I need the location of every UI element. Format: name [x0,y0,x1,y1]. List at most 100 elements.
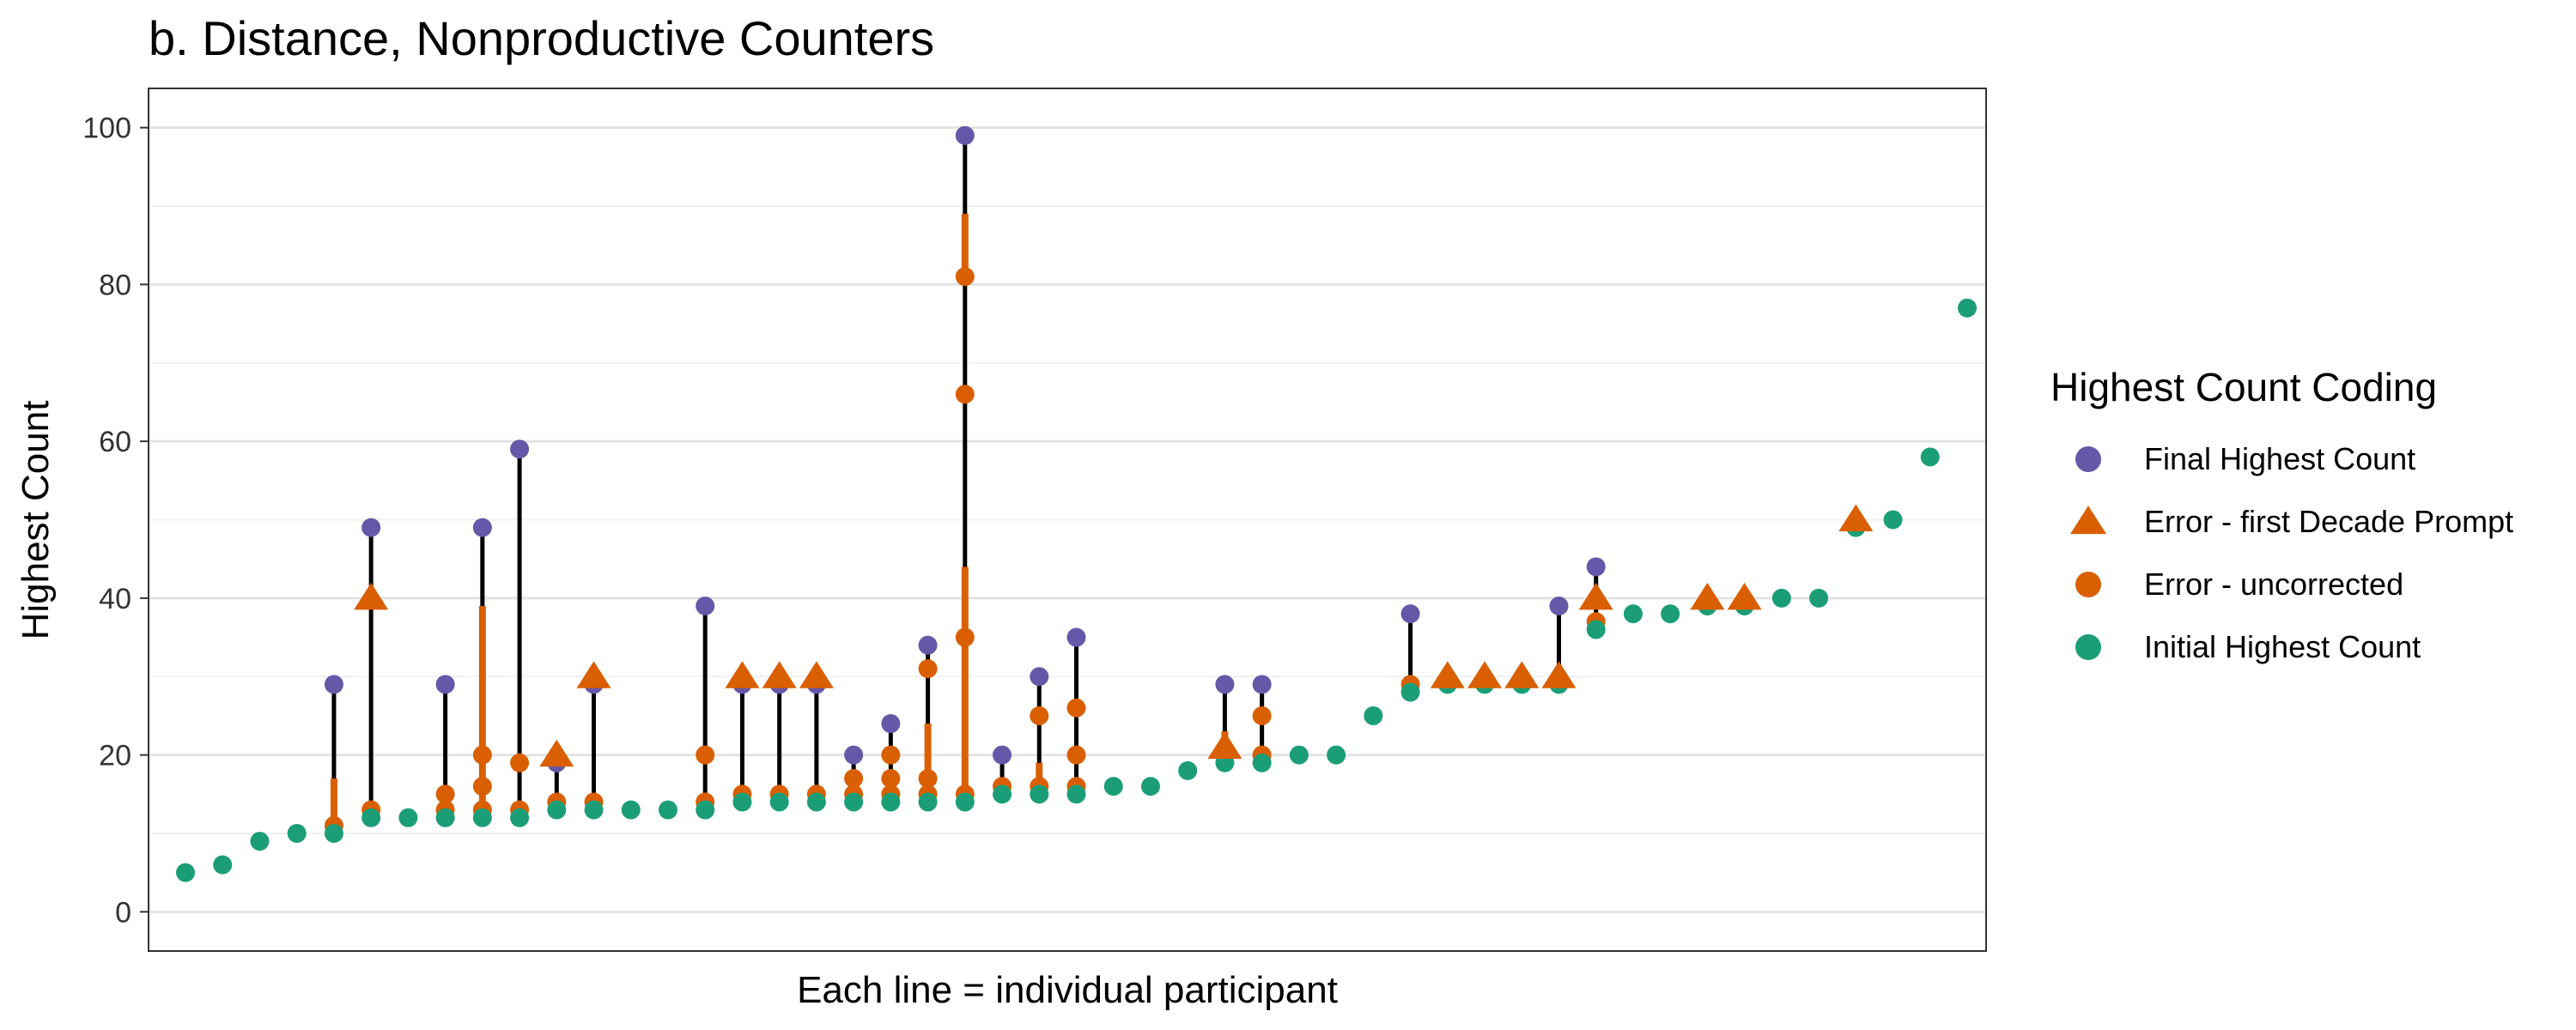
initial-count-point [732,792,752,812]
initial-count-point [918,792,938,812]
error-prompt-point [1541,661,1577,688]
error-uncorrected-point [881,769,901,788]
legend-label-initial: Initial Highest Count [2144,629,2421,664]
final-count-point [1252,675,1272,694]
initial-count-point [1661,604,1680,624]
final-count-point [324,675,343,694]
error-prompt-point [354,582,389,610]
y-tick-label: 60 [99,426,131,458]
initial-count-point [696,800,715,820]
error-prompt-point [539,739,574,767]
error-uncorrected-point [696,745,715,765]
error-uncorrected-point [955,385,975,404]
legend-label-final: Final Highest Count [2144,441,2415,476]
legend-symbol-triangle [2070,506,2106,535]
legend-title: Highest Count Coding [2050,365,2437,409]
initial-count-point [1771,588,1791,608]
initial-count-point [435,808,455,827]
final-count-point [1586,557,1606,577]
initial-count-point [250,832,270,851]
error-uncorrected-point [1252,706,1272,725]
final-count-point [435,675,455,694]
error-uncorrected-point [510,753,530,772]
final-count-point [918,635,938,655]
final-count-point [472,518,492,537]
initial-count-point [510,808,530,827]
final-count-point [844,745,864,765]
x-axis-title: Each line = individual participant [797,969,1338,1011]
error-prompt-point [1467,661,1503,688]
legend: Highest Count Coding Final Highest Count… [2050,365,2513,664]
final-count-point [361,518,381,537]
y-tick-label: 100 [82,112,131,145]
initial-count-point [1400,682,1420,702]
initial-count-point [287,823,307,843]
chart-title: b. Distance, Nonproductive Counters [149,11,934,65]
initial-count-point [1252,753,1272,772]
error-uncorrected-point [881,745,901,765]
error-prompt-point [1727,582,1762,610]
final-count-point [1066,627,1086,647]
initial-count-point [1586,620,1606,639]
final-count-point [1030,667,1049,687]
error-uncorrected-point [472,777,492,797]
error-uncorrected-point [918,769,938,788]
error-prompt-point [1207,731,1242,759]
y-tick-label: 20 [99,740,131,772]
initial-count-point [806,792,826,812]
initial-count-point [1920,447,1940,467]
initial-count-point [1623,604,1643,624]
y-axis-title: Highest Count [15,401,57,640]
final-count-point [1215,675,1235,694]
initial-count-point [361,808,381,827]
initial-count-point [1103,777,1123,797]
legend-symbol-uncorrected [2075,572,2101,597]
initial-count-point [1809,588,1829,608]
error-uncorrected-point [844,769,864,788]
initial-count-point [547,800,567,820]
plot-border [148,88,1987,952]
error-prompt-point [1690,582,1725,610]
initial-count-point [584,800,604,820]
error-uncorrected-point [435,785,455,804]
legend-label-prompt: Error - first Decade Prompt [2144,504,2513,539]
error-prompt-point [576,661,611,688]
initial-count-point [1289,745,1309,765]
y-tick-label: 80 [99,269,131,301]
error-uncorrected-point [918,659,938,679]
initial-count-point [1364,706,1383,725]
initial-count-point [621,800,641,820]
initial-count-point [1178,760,1198,780]
final-count-point [1549,597,1569,615]
initial-count-point [1140,777,1160,797]
initial-count-point [324,823,343,843]
error-uncorrected-point [955,627,975,647]
final-count-point [881,714,901,734]
final-count-point [993,745,1012,765]
initial-count-point [398,808,418,827]
error-uncorrected-point [1030,706,1049,725]
initial-count-point [1066,785,1086,804]
error-prompt-point [1578,582,1613,610]
error-uncorrected-point [472,745,492,765]
initial-count-point [213,855,233,875]
legend-label-uncorrected: Error - uncorrected [2144,566,2403,602]
y-tick-label: 40 [99,583,131,615]
error-uncorrected-point [955,267,975,287]
initial-count-point [881,792,901,812]
participant-series [176,125,1977,882]
initial-count-point [844,792,864,812]
legend-symbol-initial [2075,634,2101,660]
error-prompt-point [1430,661,1465,688]
initial-count-point [993,785,1012,804]
initial-count-point [769,792,789,812]
final-count-point [1400,604,1420,624]
error-prompt-point [1838,504,1874,531]
final-count-point [955,125,975,145]
error-uncorrected-point [1066,745,1086,765]
error-prompt-point [725,661,760,688]
legend-symbol-final [2075,446,2101,472]
error-uncorrected-point [1066,698,1086,718]
y-axis: 0 20 40 60 80 100 [82,112,149,929]
initial-count-point [955,792,975,812]
